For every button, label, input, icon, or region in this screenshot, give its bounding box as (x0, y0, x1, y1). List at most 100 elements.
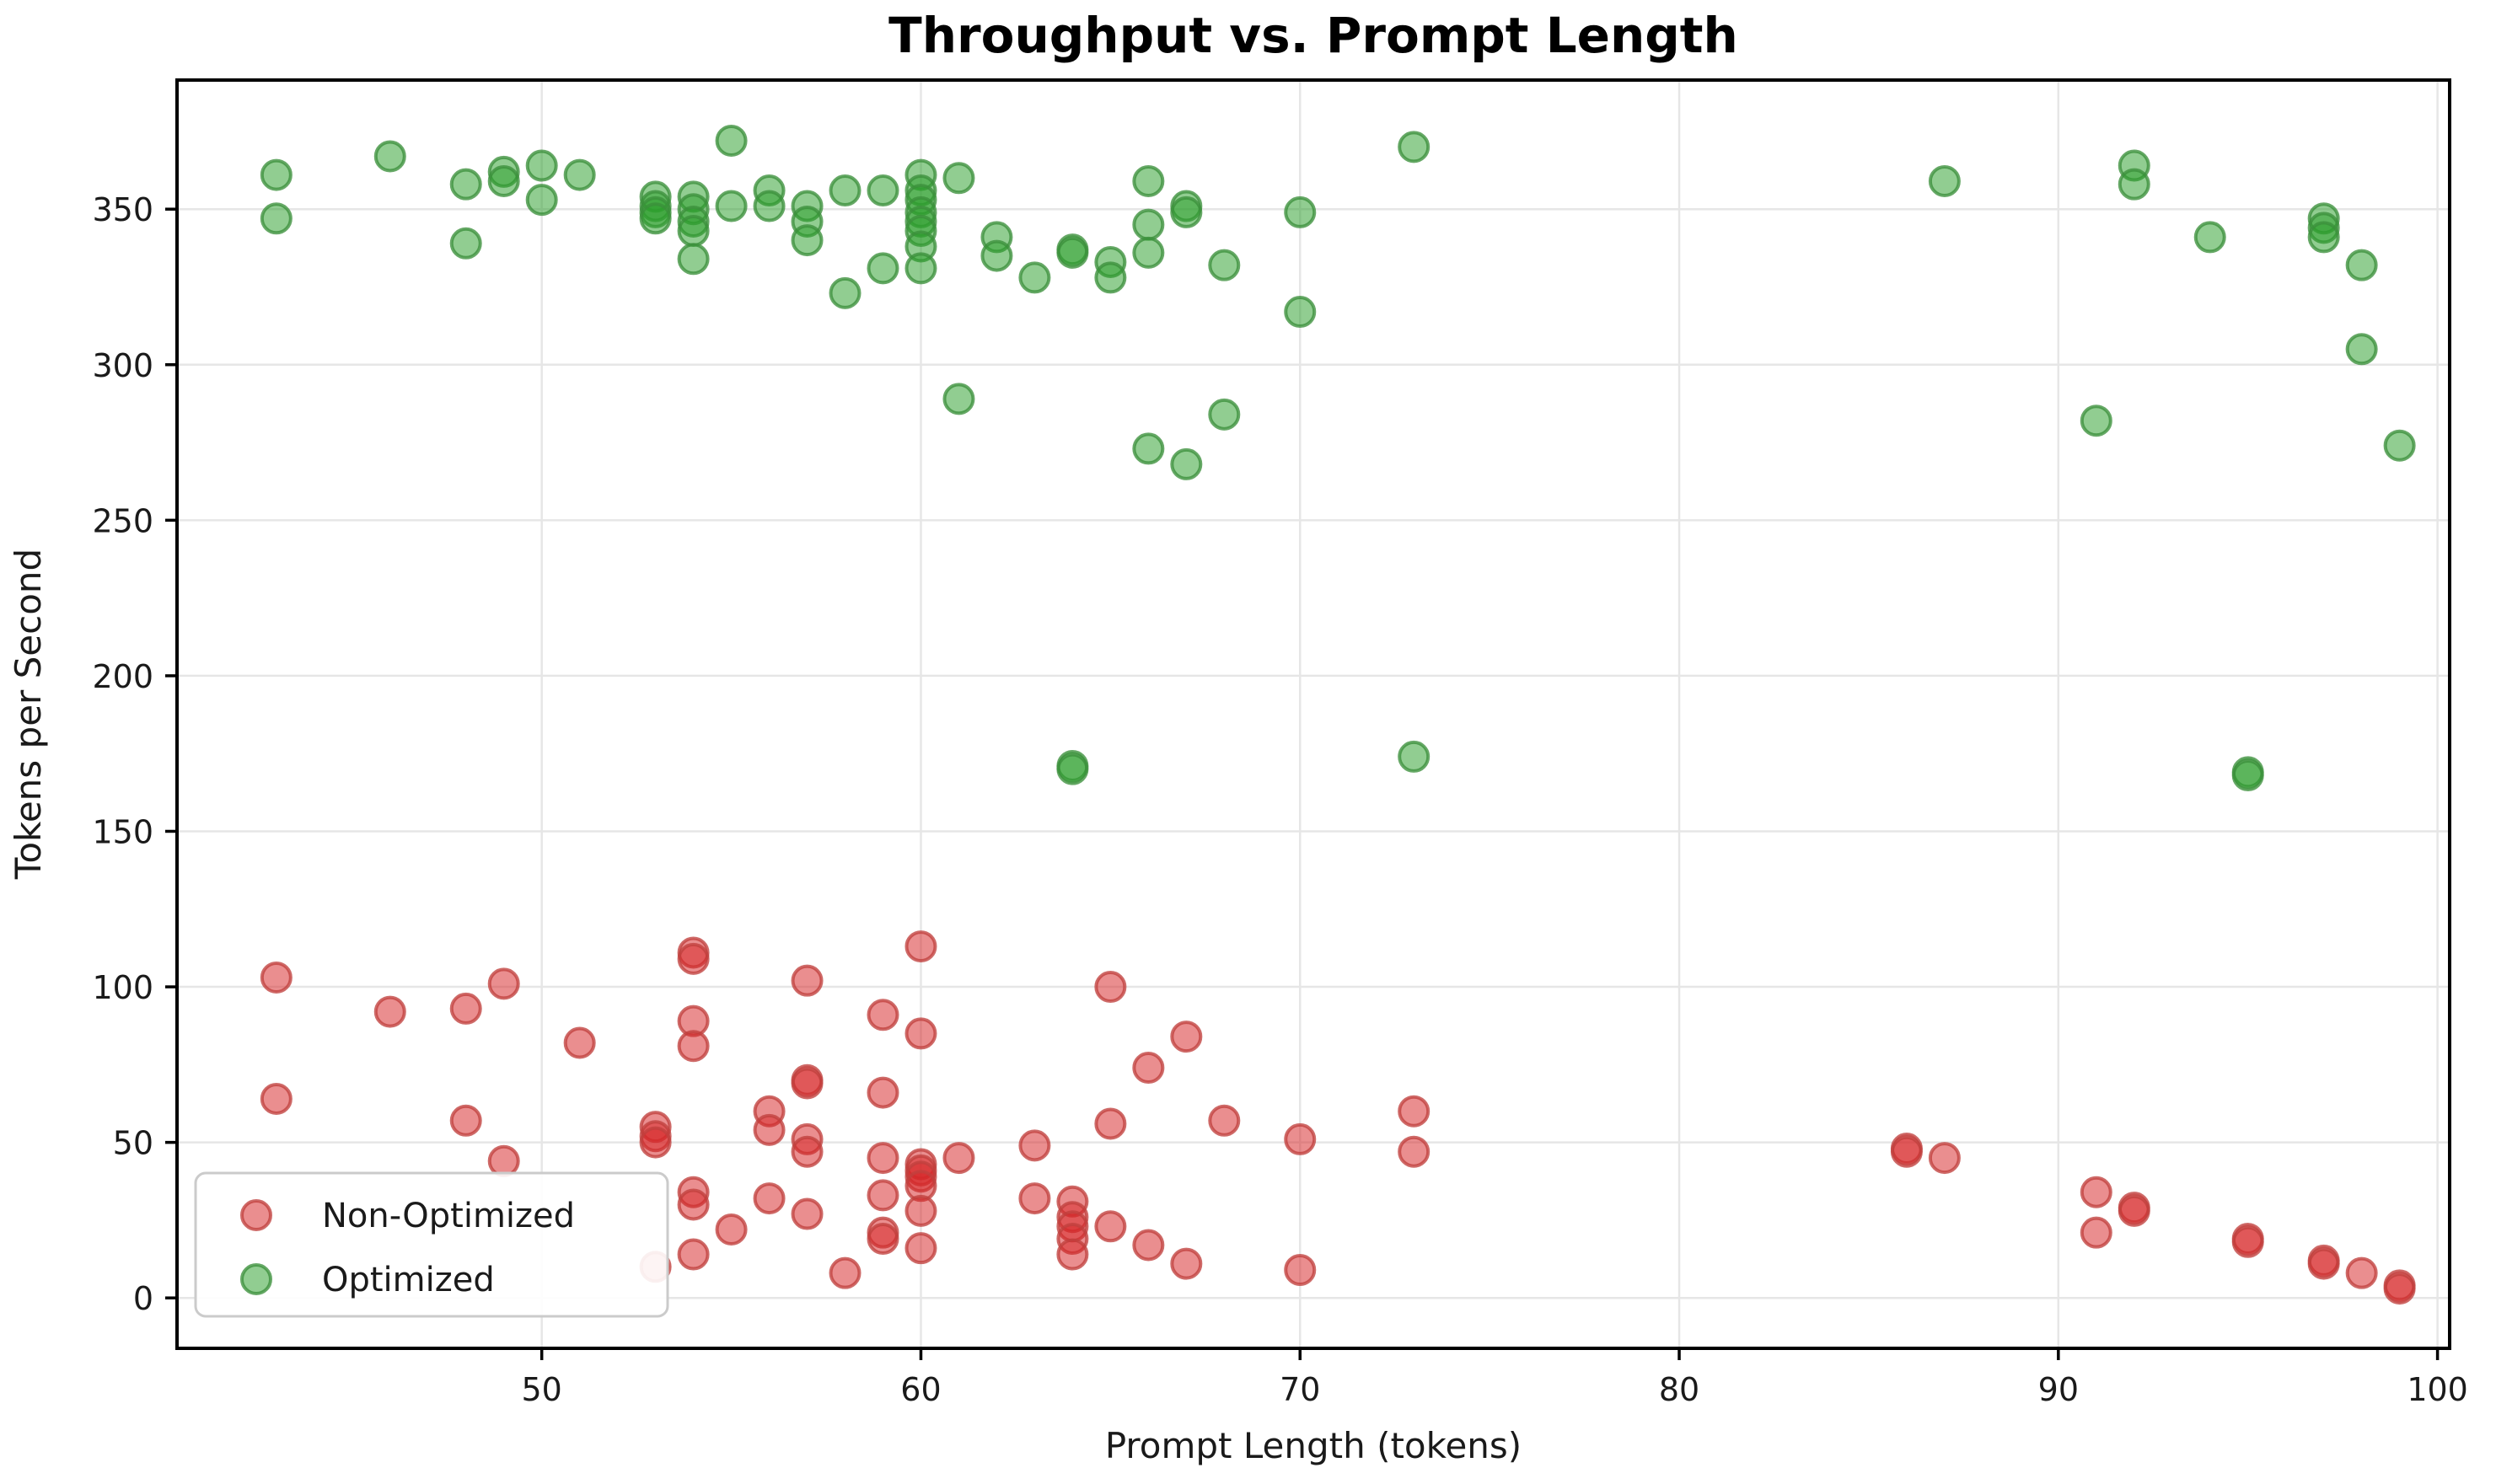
scatter-point (2307, 1247, 2340, 1280)
scatter-point (715, 124, 748, 157)
scatter-point (904, 252, 937, 285)
scatter-point (449, 227, 482, 260)
scatter-point (1398, 131, 1431, 163)
y-tick-label-150: 150 (92, 813, 153, 850)
scatter-point (942, 383, 975, 415)
x-tick-label-70: 70 (1280, 1371, 1320, 1408)
scatter-point (2193, 221, 2226, 254)
scatter-point (753, 1113, 786, 1146)
scatter-point (1056, 236, 1089, 269)
scatter-point (1132, 236, 1165, 269)
scatter-point (2080, 1176, 2112, 1208)
legend-box (194, 1171, 669, 1318)
scatter-point (373, 995, 406, 1028)
scatter-point (449, 168, 482, 201)
scatter-point (904, 1194, 937, 1227)
scatter-point (2383, 429, 2416, 462)
scatter-point (677, 942, 710, 975)
scatter-point (1094, 971, 1127, 1004)
scatter-point (1208, 249, 1241, 281)
scatter-point (1398, 1095, 1431, 1128)
scatter-point (753, 190, 786, 222)
y-tick-label-0: 0 (133, 1280, 153, 1317)
scatter-point (1094, 1210, 1127, 1243)
scatter-point (639, 1126, 672, 1159)
scatter-point (1170, 447, 1203, 480)
scatter-point (1018, 261, 1051, 294)
scatter-point (1094, 1107, 1127, 1140)
scatter-point (1928, 1142, 1961, 1175)
scatter-point (1132, 1229, 1165, 1262)
scatter-point (867, 174, 899, 207)
scatter-point (260, 158, 293, 191)
scatter-point (1398, 1135, 1431, 1168)
legend-marker-non-optimized (240, 1199, 272, 1231)
scatter-point (563, 1026, 596, 1059)
scatter-point (1928, 164, 1961, 197)
scatter-point (829, 1256, 862, 1289)
scatter-point (1132, 164, 1165, 197)
scatter-point (1890, 1135, 1923, 1168)
legend: Non-Optimized Optimized (194, 1171, 669, 1318)
series-non-optimized (260, 930, 2416, 1305)
scatter-point (2080, 1216, 2112, 1249)
legend-label-non-optimized: Non-Optimized (322, 1197, 575, 1235)
scatter-point (1170, 1021, 1203, 1053)
ticks-layer: 50 60 70 80 90 100 0 50 100 150 200 250 300 350 (92, 191, 2467, 1408)
x-tick-label-80: 80 (1659, 1371, 1699, 1408)
scatter-point (942, 1142, 975, 1175)
scatter-point (2080, 404, 2112, 437)
scatter-point (260, 961, 293, 994)
scatter-point (1056, 1238, 1089, 1271)
scatter-point (1398, 740, 1431, 773)
scatter-point (677, 1188, 710, 1221)
scatter-point (2345, 1256, 2378, 1289)
scatter-point (829, 276, 862, 309)
scatter-point (1284, 1253, 1317, 1286)
scatter-point (525, 149, 558, 182)
x-axis-label: Prompt Length (tokens) (1105, 1425, 1522, 1466)
y-axis-label: Tokens per Second (8, 549, 49, 880)
scatter-point (1170, 1247, 1203, 1280)
scatter-point (449, 1104, 482, 1137)
scatter-point (1094, 261, 1127, 294)
scatter-point (867, 999, 899, 1031)
scatter-point (904, 1017, 937, 1050)
scatter-point (2307, 221, 2340, 254)
scatter-point (677, 1030, 710, 1063)
scatter-point (1018, 1182, 1051, 1215)
x-tick-label-60: 60 (900, 1371, 941, 1408)
scatter-point (1132, 432, 1165, 465)
scatter-point (1170, 196, 1203, 228)
scatter-point (1132, 208, 1165, 241)
x-tick-label-50: 50 (522, 1371, 562, 1408)
scatter-point (791, 1135, 824, 1168)
scatter-point (791, 1067, 824, 1100)
y-tick-label-200: 200 (92, 658, 153, 695)
scatter-point (867, 1142, 899, 1175)
scatter-point (487, 967, 520, 1000)
scatter-point (829, 174, 862, 207)
scatter-point (2231, 759, 2264, 792)
x-tick-label-90: 90 (2038, 1371, 2079, 1408)
scatter-point (1208, 398, 1241, 431)
scatter-point (563, 158, 596, 191)
scatter-point (1284, 196, 1317, 228)
scatter-point (2345, 333, 2378, 366)
scatter-point (1056, 753, 1089, 785)
y-tick-label-300: 300 (92, 347, 153, 384)
scatter-point (639, 202, 672, 235)
scatter-point (260, 1082, 293, 1115)
scatter-point (487, 164, 520, 197)
scatter-point (1208, 1104, 1241, 1137)
scatter-point (867, 1223, 899, 1256)
scatter-point (2383, 1272, 2416, 1305)
scatter-point (677, 243, 710, 276)
scatter-point (2231, 1225, 2264, 1258)
chart-title: Throughput vs. Prompt Length (888, 7, 1738, 64)
scatter-point (867, 1179, 899, 1212)
scatter-point (867, 252, 899, 285)
scatter-point (1018, 1129, 1051, 1162)
scatter-point (373, 140, 406, 173)
